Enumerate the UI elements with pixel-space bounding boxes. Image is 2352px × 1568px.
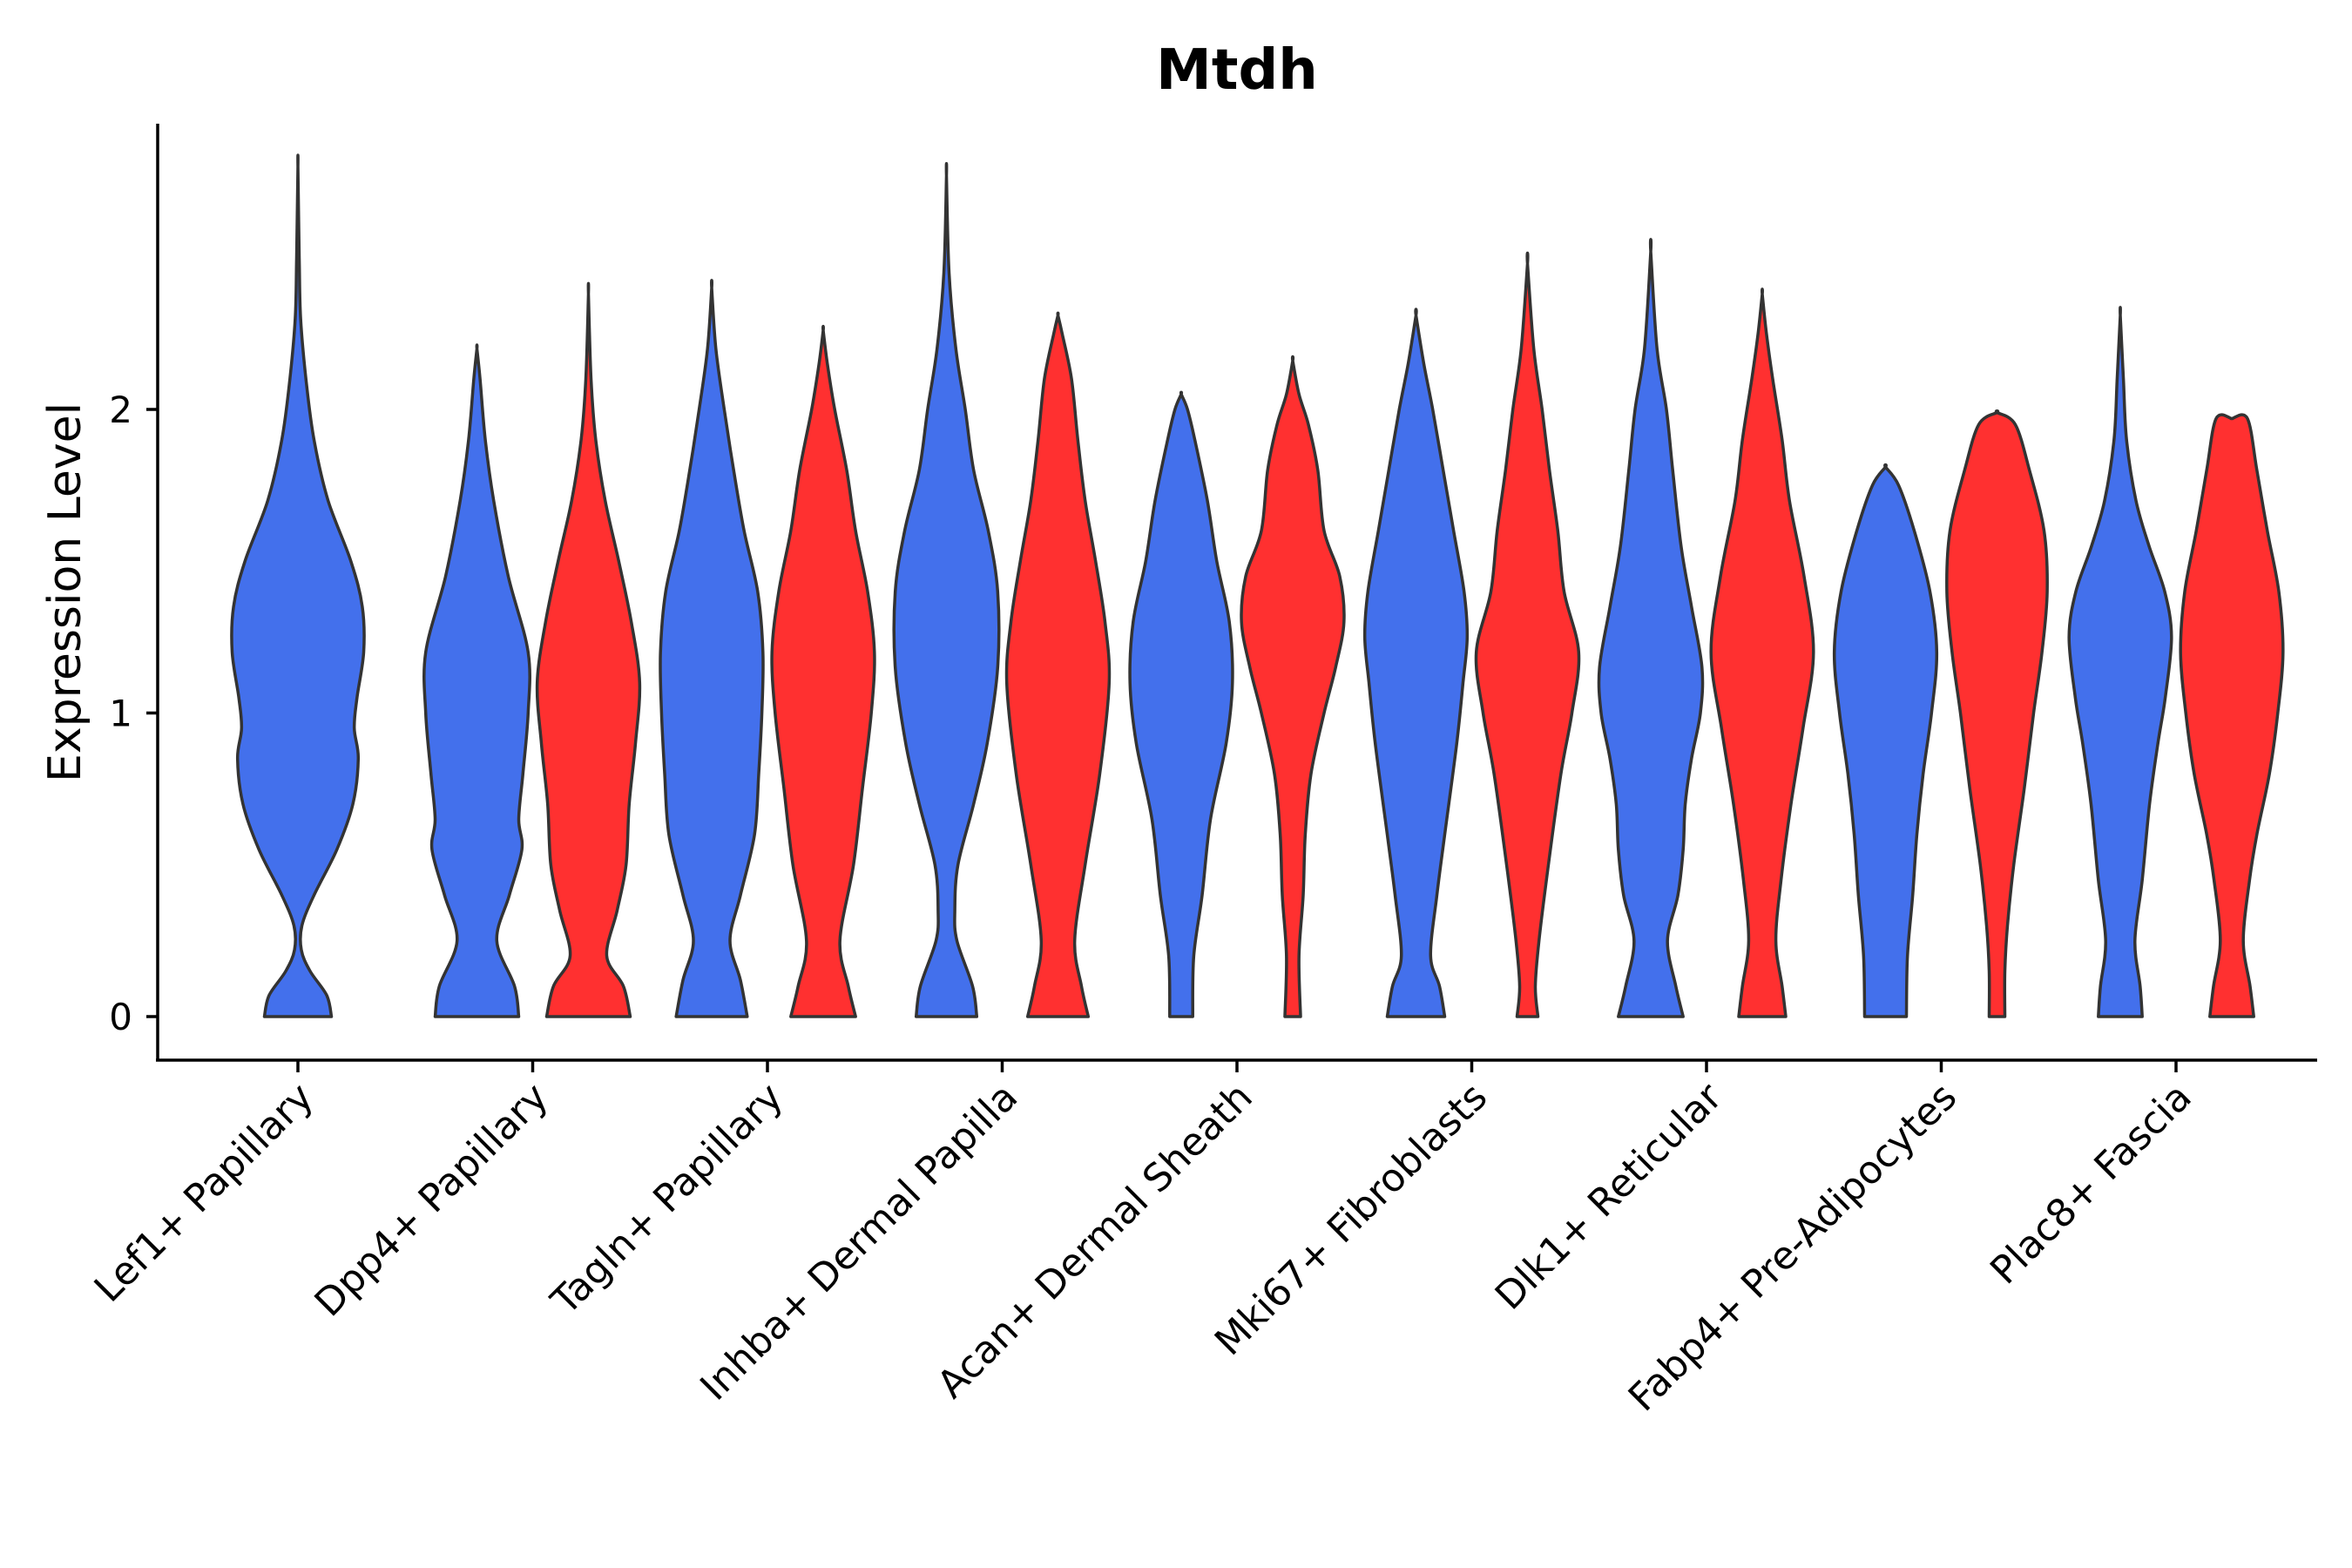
x-tick-label: Mki67+ Fibroblasts: [1206, 1075, 1496, 1364]
violin-blue-3: [892, 162, 1001, 1018]
violin-red-4: [1240, 355, 1346, 1018]
chart-title: Mtdh: [1156, 38, 1318, 103]
y-tick-label: 0: [109, 996, 132, 1038]
y-tick-label: 1: [109, 693, 132, 735]
violin-blue-7: [1832, 463, 1939, 1018]
violin-blue-5: [1362, 308, 1470, 1018]
x-tick-label: Lef1+ Papillary: [86, 1075, 322, 1311]
violin-red-1: [535, 281, 642, 1018]
violin-red-3: [1004, 311, 1112, 1018]
y-axis-ticks: 0 1 2: [109, 389, 158, 1038]
violin-blue-2: [659, 279, 765, 1018]
x-tick-label: Dpp4+ Papillary: [307, 1075, 558, 1326]
y-axis-label: Expression Level: [39, 402, 91, 782]
x-tick-label: Dlk1+ Reticular: [1487, 1074, 1732, 1319]
violin-red-8: [2179, 413, 2285, 1018]
violin-red-7: [1945, 409, 2049, 1018]
violin-blue-4: [1128, 390, 1234, 1018]
y-tick-label: 2: [109, 389, 132, 431]
x-tick-label: Tagln+ Papillary: [543, 1075, 792, 1324]
violin-red-5: [1474, 251, 1581, 1018]
x-tick-label: Plac8+ Fascia: [1982, 1075, 2200, 1294]
violin-blue-8: [2067, 306, 2173, 1018]
violin-red-6: [1709, 287, 1815, 1018]
violin-blue-6: [1597, 238, 1705, 1018]
violin-blue-1: [422, 343, 531, 1018]
violin-red-2: [770, 324, 876, 1018]
violin-group: [230, 153, 2285, 1018]
violin-blue-0: [230, 153, 366, 1018]
